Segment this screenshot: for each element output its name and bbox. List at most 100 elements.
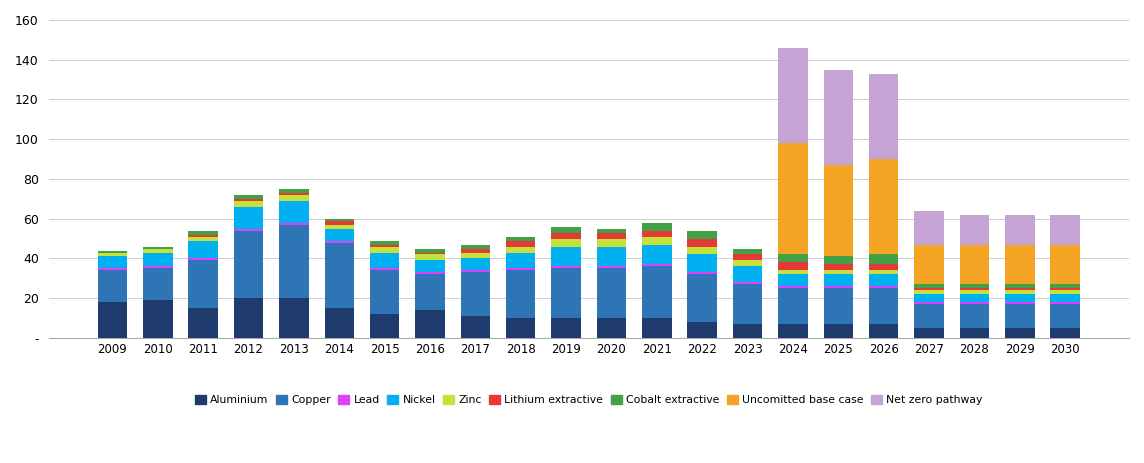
- Bar: [733, 284, 762, 324]
- Bar: [97, 257, 127, 269]
- Bar: [370, 252, 399, 269]
- Bar: [1050, 288, 1080, 290]
- Bar: [778, 270, 808, 275]
- Bar: [914, 288, 944, 290]
- Bar: [415, 310, 445, 338]
- Bar: [824, 286, 853, 288]
- Bar: [1006, 215, 1034, 244]
- Bar: [1050, 302, 1080, 304]
- Bar: [279, 223, 309, 225]
- Bar: [1050, 215, 1080, 244]
- Bar: [960, 288, 990, 290]
- Bar: [551, 318, 581, 338]
- Bar: [506, 318, 535, 338]
- Bar: [869, 74, 898, 159]
- Bar: [506, 246, 535, 252]
- Bar: [506, 269, 535, 270]
- Bar: [778, 143, 808, 255]
- Bar: [1050, 284, 1080, 288]
- Bar: [869, 159, 898, 255]
- Bar: [551, 238, 581, 246]
- Bar: [325, 225, 353, 229]
- Bar: [1006, 302, 1034, 304]
- Bar: [325, 229, 353, 241]
- Bar: [233, 298, 263, 338]
- Bar: [415, 275, 445, 310]
- Bar: [233, 231, 263, 298]
- Bar: [824, 288, 853, 324]
- Bar: [189, 241, 217, 258]
- Bar: [733, 282, 762, 284]
- Bar: [233, 229, 263, 231]
- Bar: [279, 189, 309, 193]
- Bar: [233, 201, 263, 207]
- Bar: [325, 221, 353, 225]
- Bar: [914, 304, 944, 328]
- Bar: [370, 270, 399, 314]
- Bar: [733, 249, 762, 255]
- Bar: [1006, 328, 1034, 338]
- Bar: [461, 316, 490, 338]
- Bar: [506, 252, 535, 269]
- Bar: [370, 244, 399, 246]
- Bar: [733, 261, 762, 266]
- Bar: [914, 284, 944, 288]
- Bar: [642, 264, 672, 266]
- Bar: [642, 237, 672, 244]
- Bar: [189, 237, 217, 241]
- Bar: [914, 211, 944, 244]
- Bar: [461, 252, 490, 258]
- Bar: [97, 302, 127, 338]
- Bar: [642, 223, 672, 231]
- Bar: [869, 270, 898, 275]
- Bar: [642, 244, 672, 264]
- Bar: [415, 252, 445, 255]
- Bar: [189, 258, 217, 261]
- Bar: [778, 286, 808, 288]
- Bar: [914, 294, 944, 302]
- Bar: [506, 270, 535, 318]
- Bar: [233, 195, 263, 199]
- Bar: [415, 272, 445, 275]
- Bar: [733, 324, 762, 338]
- Bar: [824, 324, 853, 338]
- Bar: [778, 255, 808, 263]
- Bar: [325, 308, 353, 338]
- Bar: [279, 193, 309, 195]
- Bar: [415, 261, 445, 272]
- Bar: [370, 269, 399, 270]
- Bar: [869, 324, 898, 338]
- Bar: [189, 261, 217, 308]
- Bar: [597, 266, 626, 269]
- Bar: [824, 275, 853, 286]
- Bar: [960, 294, 990, 302]
- Bar: [461, 244, 490, 249]
- Bar: [960, 328, 990, 338]
- Bar: [189, 308, 217, 338]
- Bar: [279, 201, 309, 223]
- Bar: [415, 255, 445, 261]
- Bar: [370, 314, 399, 338]
- Bar: [370, 241, 399, 244]
- Bar: [1006, 294, 1034, 302]
- Bar: [960, 290, 990, 294]
- Bar: [642, 231, 672, 237]
- Bar: [97, 269, 127, 270]
- Bar: [642, 266, 672, 318]
- Bar: [143, 266, 173, 269]
- Bar: [778, 324, 808, 338]
- Bar: [551, 269, 581, 318]
- Bar: [325, 241, 353, 243]
- Bar: [597, 318, 626, 338]
- Bar: [143, 300, 173, 338]
- Bar: [461, 249, 490, 252]
- Bar: [233, 207, 263, 229]
- Bar: [960, 215, 990, 244]
- Bar: [279, 298, 309, 338]
- Bar: [869, 288, 898, 324]
- Bar: [1050, 304, 1080, 328]
- Bar: [778, 275, 808, 286]
- Bar: [688, 272, 717, 275]
- Bar: [597, 229, 626, 232]
- Bar: [97, 250, 127, 252]
